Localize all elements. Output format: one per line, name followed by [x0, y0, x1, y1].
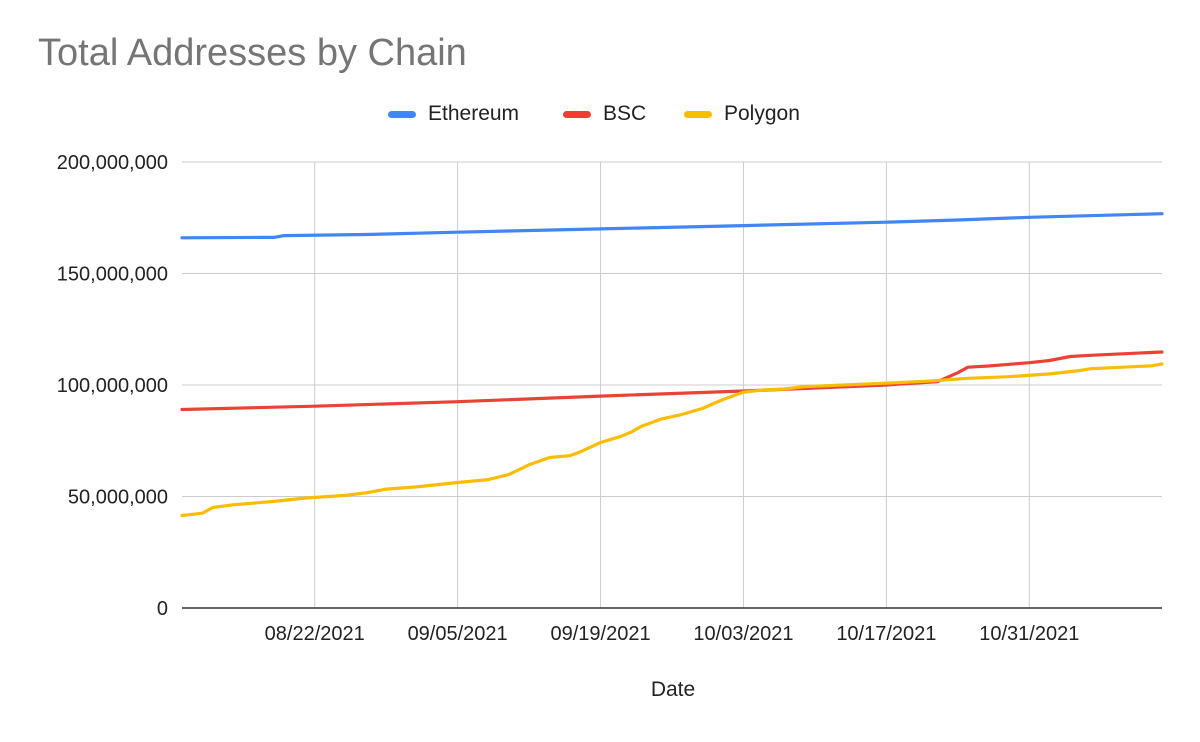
series-line-bsc: [180, 350, 1164, 412]
y-tick-label: 0: [157, 598, 168, 620]
x-tick-label: 10/03/2021: [693, 623, 793, 645]
legend-item-bsc[interactable]: BSC: [563, 99, 646, 129]
legend-swatch-bsc: [563, 110, 591, 118]
x-tick-label: 09/19/2021: [550, 623, 650, 645]
chart-title: Total Addresses by Chain: [38, 32, 467, 74]
grid: [182, 161, 1162, 608]
legend-label-polygon: Polygon: [724, 102, 800, 125]
series-line-ethereum: [180, 212, 1164, 240]
legend-swatch-polygon: [684, 110, 712, 118]
tick-labels: 0 50,000,000 100,000,000 150,000,000 200,000…: [57, 152, 1080, 645]
x-tick-label: 08/22/2021: [265, 623, 365, 645]
legend-item-polygon[interactable]: Polygon: [684, 99, 800, 129]
y-tick-label: 150,000,000: [57, 264, 168, 286]
x-tick-label: 10/31/2021: [979, 623, 1079, 645]
x-axis-title: Date: [650, 678, 696, 701]
series-line-polygon: [180, 362, 1164, 518]
y-tick-label: 50,000,000: [68, 487, 168, 509]
legend: Ethereum BSC Polygon: [0, 99, 1200, 129]
legend-label-ethereum: Ethereum: [428, 102, 520, 125]
legend-swatch-ethereum: [388, 110, 416, 118]
x-tick-label: 09/05/2021: [408, 623, 508, 645]
x-tick-label: 10/17/2021: [836, 623, 936, 645]
y-tick-label: 100,000,000: [57, 375, 168, 397]
y-tick-label: 200,000,000: [57, 152, 168, 174]
legend-label-bsc: BSC: [603, 102, 647, 125]
series: [180, 212, 1164, 518]
legend-item-ethereum[interactable]: Ethereum: [388, 99, 519, 129]
